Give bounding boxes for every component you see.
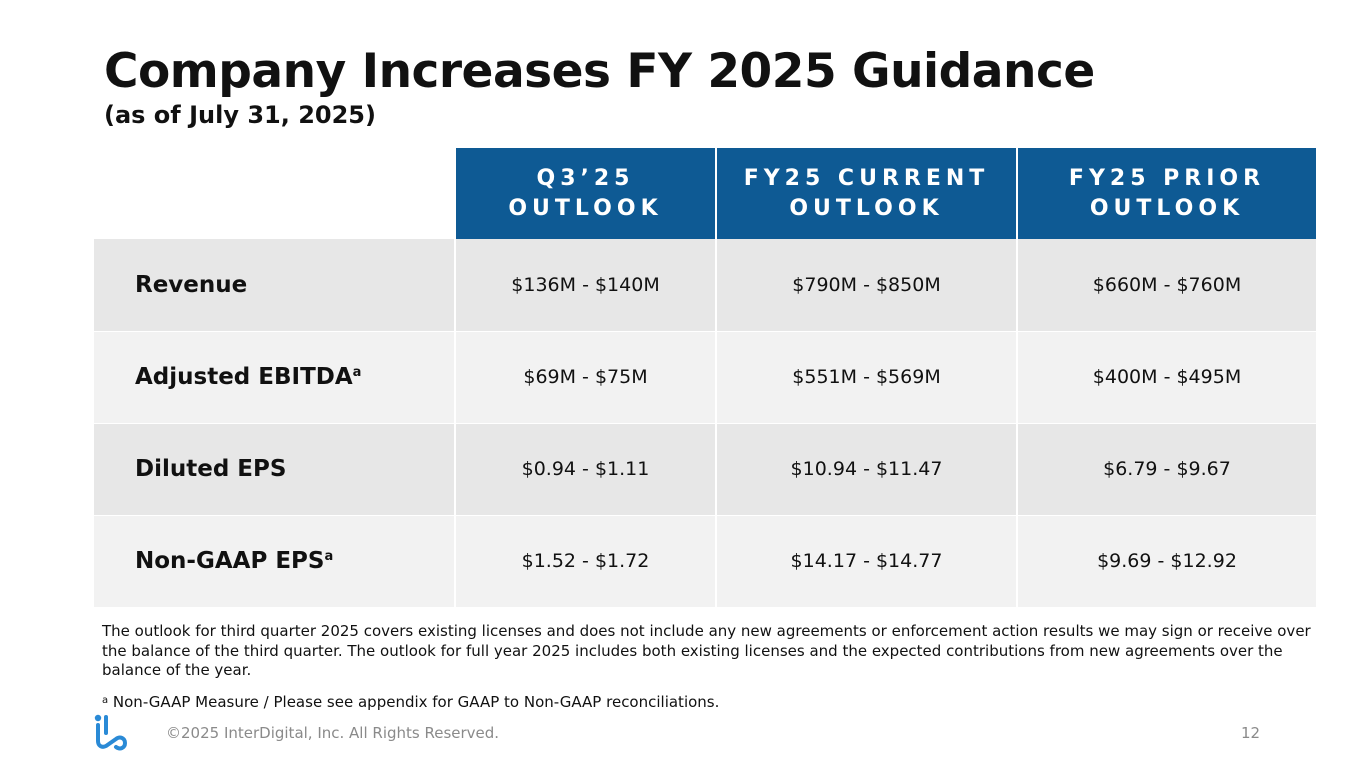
- table-row-non-gaap-eps: Non-GAAP EPSa $1.52 - $1.72 $14.17 - $14…: [94, 515, 1318, 608]
- metric-name: Adjusted EBITDA: [135, 364, 353, 390]
- value-cell: $400M - $495M: [1016, 331, 1318, 424]
- slide-title: Company Increases FY 2025 Guidance: [104, 44, 1095, 99]
- value-cell: $790M - $850M: [715, 239, 1018, 332]
- copyright-text: ©2025 InterDigital, Inc. All Rights Rese…: [166, 724, 500, 742]
- non-gaap-footnote: a Non-GAAP Measure / Please see appendix…: [102, 691, 719, 712]
- non-gaap-note-text: Non-GAAP Measure / Please see appendix f…: [108, 693, 720, 711]
- slide-subtitle: (as of July 31, 2025): [104, 101, 376, 129]
- metric-label: Diluted EPS: [94, 423, 456, 516]
- metric-label: Revenue: [94, 239, 456, 332]
- value-cell: $6.79 - $9.67: [1016, 423, 1318, 516]
- value-cell: $69M - $75M: [454, 331, 717, 424]
- value-cell: $1.52 - $1.72: [454, 515, 717, 608]
- value-cell: $660M - $760M: [1016, 239, 1318, 332]
- metric-name: Diluted EPS: [135, 456, 287, 482]
- interdigital-logo-icon: [94, 714, 128, 751]
- header-fy25-prior-outlook: FY25 PRIOR OUTLOOK: [1016, 148, 1318, 239]
- value-cell: $0.94 - $1.11: [454, 423, 717, 516]
- header-q3-outlook: Q3’25 OUTLOOK: [454, 148, 717, 239]
- value-cell: $136M - $140M: [454, 239, 717, 332]
- header-line: OUTLOOK: [789, 195, 944, 221]
- value-cell: $9.69 - $12.92: [1016, 515, 1318, 608]
- metric-label: Adjusted EBITDAa: [94, 331, 456, 424]
- header-line: FY25 PRIOR: [1068, 165, 1266, 191]
- table-header-row: Q3’25 OUTLOOK FY25 CURRENT OUTLOOK FY25 PR…: [94, 148, 1318, 239]
- metric-label: Non-GAAP EPSa: [94, 515, 456, 608]
- header-line: FY25 CURRENT: [743, 165, 990, 191]
- metric-name: Revenue: [135, 271, 248, 298]
- footnote-marker: a: [324, 549, 334, 564]
- guidance-table: Q3’25 OUTLOOK FY25 CURRENT OUTLOOK FY25 PR…: [94, 148, 1318, 608]
- footnote-marker: a: [352, 365, 362, 380]
- header-fy25-current-outlook: FY25 CURRENT OUTLOOK: [715, 148, 1018, 239]
- value-cell: $14.17 - $14.77: [715, 515, 1018, 608]
- metric-name: Non-GAAP EPS: [135, 548, 325, 574]
- page-number: 12: [1241, 724, 1261, 742]
- header-line: OUTLOOK: [508, 195, 663, 221]
- value-cell: $551M - $569M: [715, 331, 1018, 424]
- value-cell: $10.94 - $11.47: [715, 423, 1018, 516]
- footnote-marker: a: [102, 695, 109, 706]
- table-row-adjusted-ebitda: Adjusted EBITDAa $69M - $75M $551M - $56…: [94, 331, 1318, 424]
- header-line: Q3’25: [536, 165, 635, 191]
- outlook-footnote: The outlook for third quarter 2025 cover…: [102, 622, 1311, 679]
- header-blank-cell: [94, 148, 455, 239]
- table-row-diluted-eps: Diluted EPS $0.94 - $1.11 $10.94 - $11.4…: [94, 423, 1318, 516]
- table-row-revenue: Revenue $136M - $140M $790M - $850M $660…: [94, 239, 1318, 332]
- header-line: OUTLOOK: [1089, 195, 1245, 221]
